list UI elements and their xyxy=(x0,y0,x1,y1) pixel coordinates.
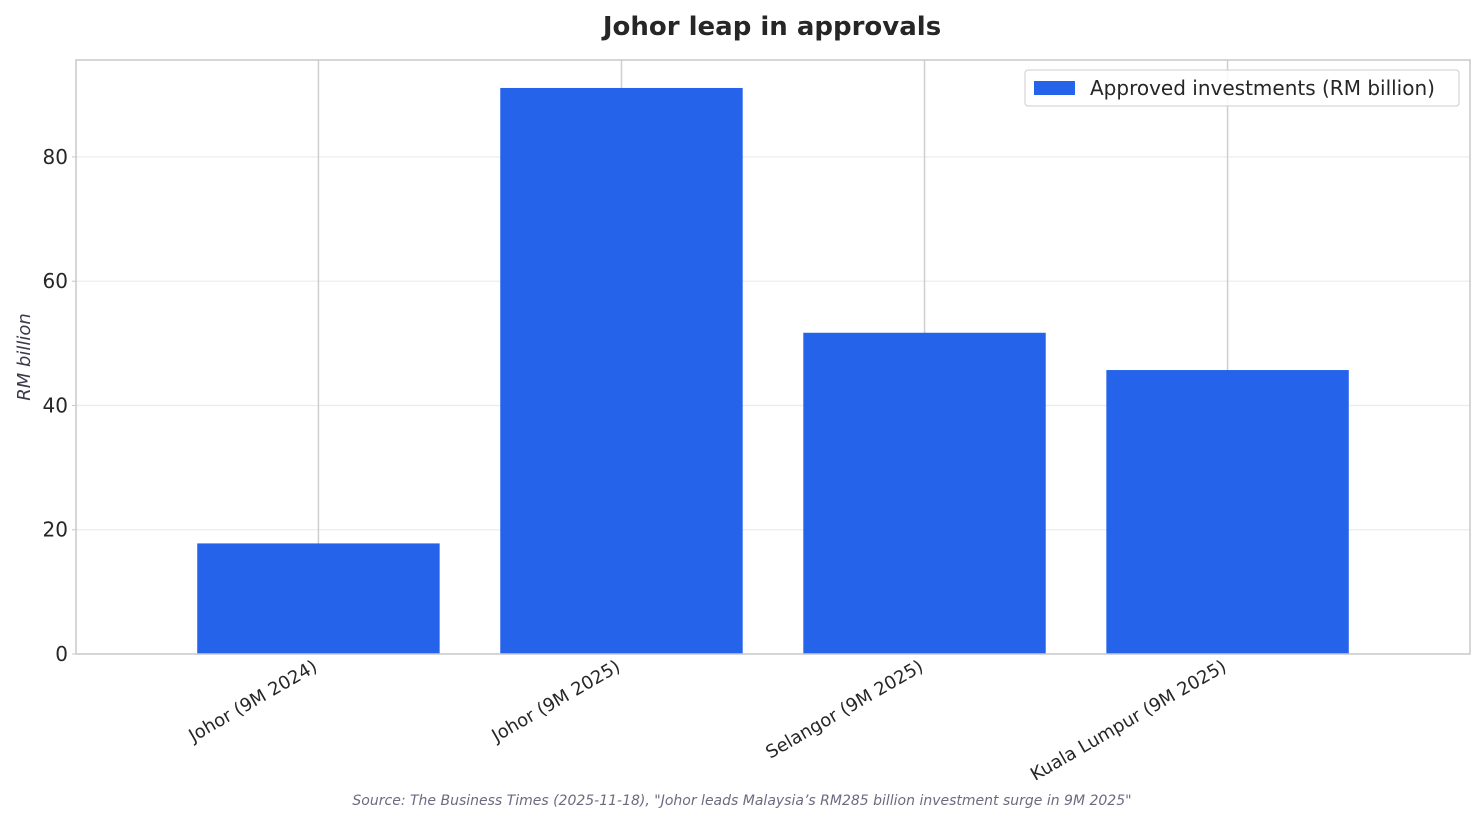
chart-title: Johor leap in approvals xyxy=(601,12,941,42)
y-tick-label: 60 xyxy=(43,269,68,293)
bar xyxy=(803,332,1046,654)
y-tick-label: 80 xyxy=(43,145,68,169)
bar xyxy=(197,543,440,654)
y-tick-label: 40 xyxy=(43,393,68,417)
bar xyxy=(1106,370,1349,654)
y-tick-label: 20 xyxy=(43,518,68,542)
legend-box xyxy=(1024,69,1460,107)
y-tick-label: 0 xyxy=(55,642,68,666)
plot-frame xyxy=(75,59,1471,655)
legend: Approved investments (RM billion) xyxy=(1024,69,1460,107)
bar xyxy=(500,87,743,654)
legend-swatch xyxy=(1034,81,1075,95)
y-axis-ticks: 0 20 40 60 80 xyxy=(43,145,76,666)
source-note: Source: The Business Times (2025-11-18),… xyxy=(352,793,1131,809)
bars xyxy=(197,87,1349,654)
y-axis-label: RM billion xyxy=(14,313,35,401)
legend-label: Approved investments (RM billion) xyxy=(1090,76,1435,100)
